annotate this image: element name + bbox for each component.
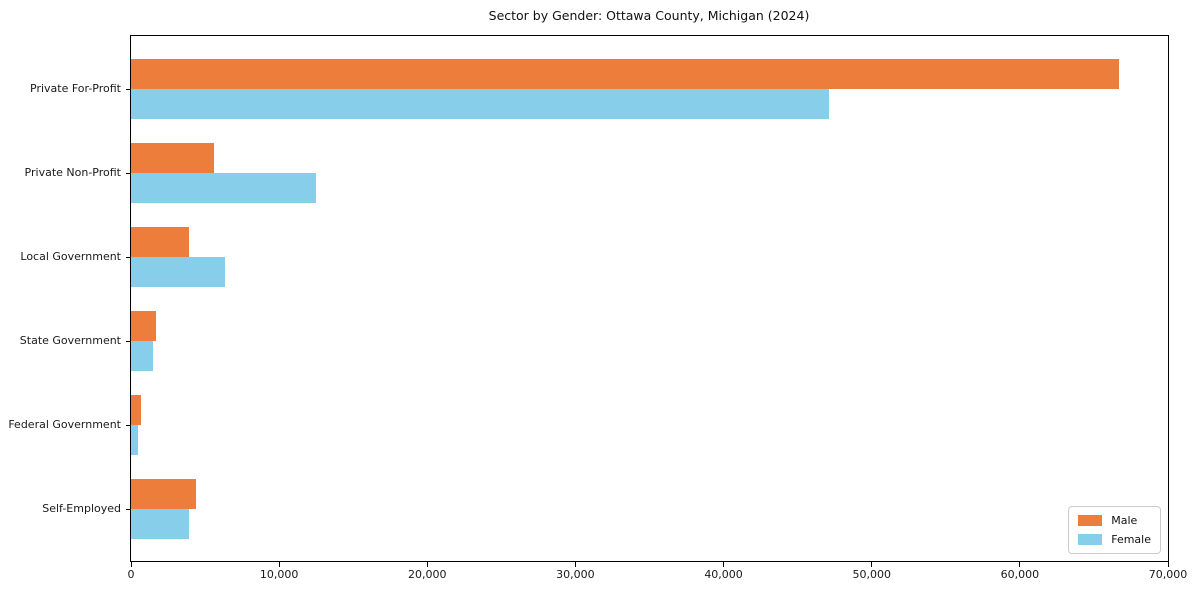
ytick-mark-state-government	[126, 340, 130, 342]
xtick-label-20000: 20,000	[408, 568, 447, 581]
xtick-label-10000: 10,000	[259, 568, 299, 581]
ytick-label-federal-government: Federal Government	[8, 417, 121, 431]
legend-swatch-female	[1078, 534, 1103, 545]
ytick-label-private-non-profit: Private Non-Profit	[24, 165, 121, 179]
xtick-mark-40000	[723, 562, 725, 567]
xtick-label-70000: 70,000	[1148, 568, 1188, 581]
ytick-mark-local-government	[126, 256, 130, 258]
xtick-label-60000: 60,000	[1000, 568, 1040, 581]
bar-male-private-for-profit	[131, 58, 1120, 89]
xtick-mark-50000	[871, 562, 873, 567]
ytick-mark-private-non-profit	[126, 172, 130, 174]
bar-female-federal-government	[131, 424, 138, 455]
legend: Male Female	[1068, 506, 1161, 554]
bar-male-self-employed	[131, 478, 197, 509]
ytick-label-local-government: Local Government	[20, 249, 121, 263]
ytick-label-state-government: State Government	[19, 333, 121, 347]
legend-swatch-male	[1078, 515, 1103, 526]
plot-area: Private For-Profit Private Non-Profit Loca…	[8, 35, 1187, 581]
bar-male-federal-government	[131, 394, 142, 425]
ytick-mark-federal-government	[126, 424, 130, 426]
xtick-mark-70000	[1167, 562, 1169, 567]
bar-male-private-non-profit	[131, 142, 214, 173]
xtick-mark-60000	[1019, 562, 1021, 567]
ytick-mark-private-for-profit	[126, 88, 130, 90]
xtick-mark-30000	[574, 562, 576, 567]
xtick-mark-10000	[278, 562, 280, 567]
bar-female-private-non-profit	[131, 172, 317, 203]
xtick-label-40000: 40,000	[704, 568, 743, 581]
ytick-label-self-employed: Self-Employed	[42, 501, 121, 515]
bar-male-state-government	[131, 310, 157, 341]
bar-male-local-government	[131, 226, 189, 257]
legend-item-female: Female	[1078, 533, 1151, 546]
legend-label-male: Male	[1111, 514, 1138, 527]
bar-female-private-for-profit	[131, 88, 829, 119]
bar-female-self-employed	[131, 508, 189, 539]
legend-item-male: Male	[1078, 514, 1151, 527]
xtick-mark-20000	[426, 562, 428, 567]
bar-female-local-government	[131, 256, 226, 287]
ytick-label-private-for-profit: Private For-Profit	[30, 81, 121, 95]
ytick-mark-self-employed	[126, 508, 130, 510]
xtick-mark-0	[131, 562, 132, 567]
xtick-label-50000: 50,000	[852, 568, 891, 581]
xtick-label-0: 0	[127, 568, 135, 581]
bar-female-state-government	[131, 340, 154, 371]
chart-title: Sector by Gender: Ottawa County, Michiga…	[488, 8, 810, 23]
legend-label-female: Female	[1111, 533, 1151, 546]
xtick-label-30000: 30,000	[556, 568, 595, 581]
